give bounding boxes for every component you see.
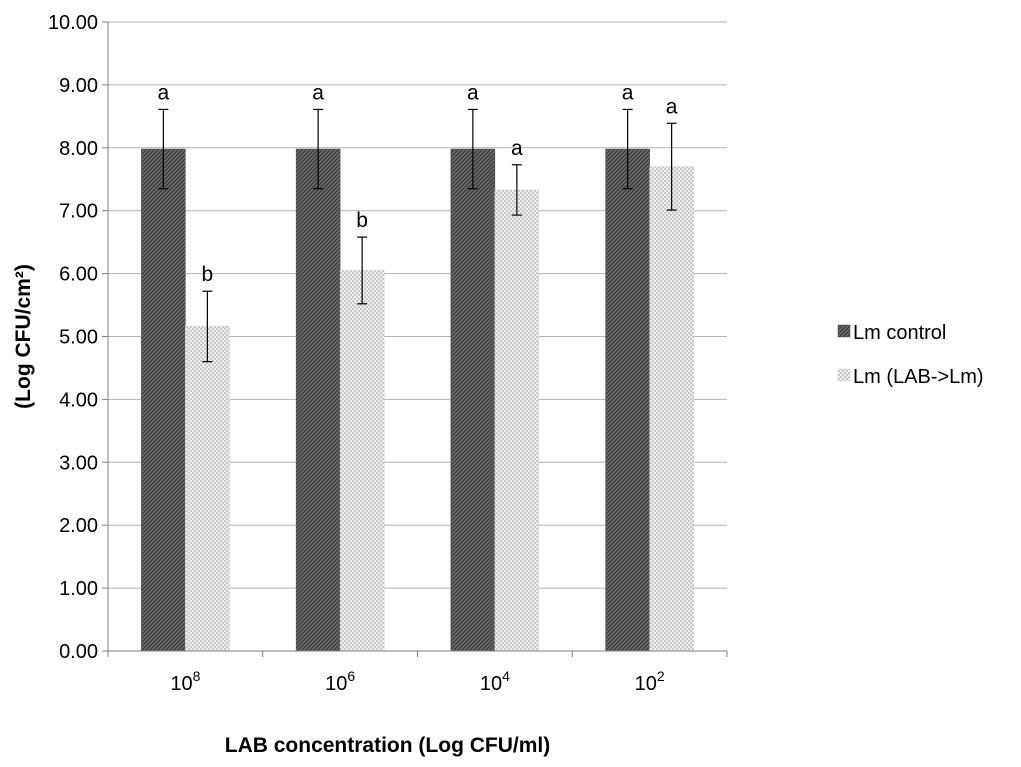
y-tick-label: 0.00 [59, 641, 98, 663]
y-tick-label: 4.00 [59, 389, 98, 411]
significance-label: a [666, 95, 678, 118]
significance-label: b [202, 263, 214, 286]
bar-lm-lab-lm [339, 270, 385, 652]
y-tick-label: 5.00 [59, 327, 98, 349]
bar-lm-control [295, 148, 341, 652]
y-tick-label: 1.00 [59, 578, 98, 600]
x-tick-label: 106 [325, 668, 355, 695]
bar-lm-lab-lm [185, 326, 230, 652]
significance-label: a [158, 81, 170, 104]
significance-label: a [511, 137, 523, 160]
x-tick-label: 102 [635, 668, 665, 695]
y-tick-label: 8.00 [59, 138, 98, 160]
y-tick-label: 10.00 [48, 12, 98, 34]
legend-label: Lm (LAB->Lm) [853, 366, 984, 388]
significance-label: b [356, 209, 368, 232]
bars [141, 108, 694, 652]
bar-lm-control [605, 148, 650, 652]
legend-swatch [837, 368, 851, 382]
significance-label: a [467, 81, 479, 104]
significance-label: a [312, 81, 324, 104]
y-tick-label: 6.00 [59, 264, 98, 286]
x-tick-label: 108 [170, 668, 200, 695]
legend-label: Lm control [853, 322, 946, 344]
y-tick-label: 9.00 [59, 75, 98, 97]
x-axis-title: LAB concentration (Log CFU/ml) [225, 734, 550, 757]
x-tick-label: 104 [480, 668, 510, 695]
significance-label: a [622, 81, 634, 104]
legend-swatch [837, 324, 851, 338]
bar-lm-lab-lm [649, 166, 694, 652]
labels: 0.00 1.00 2.00 3.00 4.00 5.00 6.00 7.00 8.00 9.00… [12, 12, 678, 757]
bar-lm-lab-lm [494, 189, 540, 652]
bar-lm-control [450, 148, 496, 652]
bar-lm-control [141, 148, 186, 652]
y-tick-label: 3.00 [59, 452, 98, 474]
y-tick-label: 2.00 [59, 515, 98, 537]
legend: Lm control Lm (LAB->Lm) [837, 322, 984, 388]
y-tick-label: 7.00 [59, 201, 98, 223]
y-axis-title: (Log CFU/cm²) [12, 264, 35, 409]
axes [102, 21, 728, 657]
